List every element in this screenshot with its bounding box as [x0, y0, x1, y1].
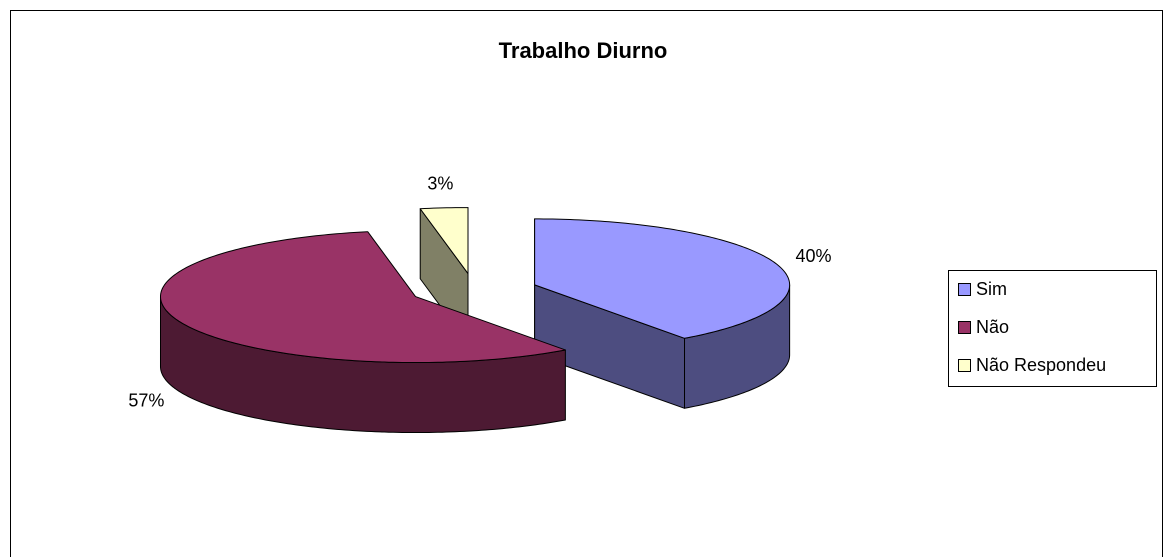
legend-swatch [958, 359, 971, 372]
legend-label: Não [976, 317, 1009, 337]
pie-slice [419, 207, 469, 345]
legend-label: Não Respondeu [976, 355, 1106, 375]
legend-swatch [958, 321, 971, 334]
slice-top [159, 231, 566, 364]
chart-title: Trabalho Diurno [499, 38, 668, 63]
pie-slice [534, 218, 791, 409]
pie-slice [159, 231, 566, 434]
legend-swatch [958, 283, 971, 296]
legend-box [948, 270, 1157, 387]
slice-top [534, 218, 791, 339]
legend-label: Sim [976, 279, 1007, 299]
data-label: 40% [796, 246, 832, 266]
data-label: 3% [427, 174, 453, 194]
data-label: 57% [128, 391, 164, 411]
slice-top [419, 207, 469, 275]
